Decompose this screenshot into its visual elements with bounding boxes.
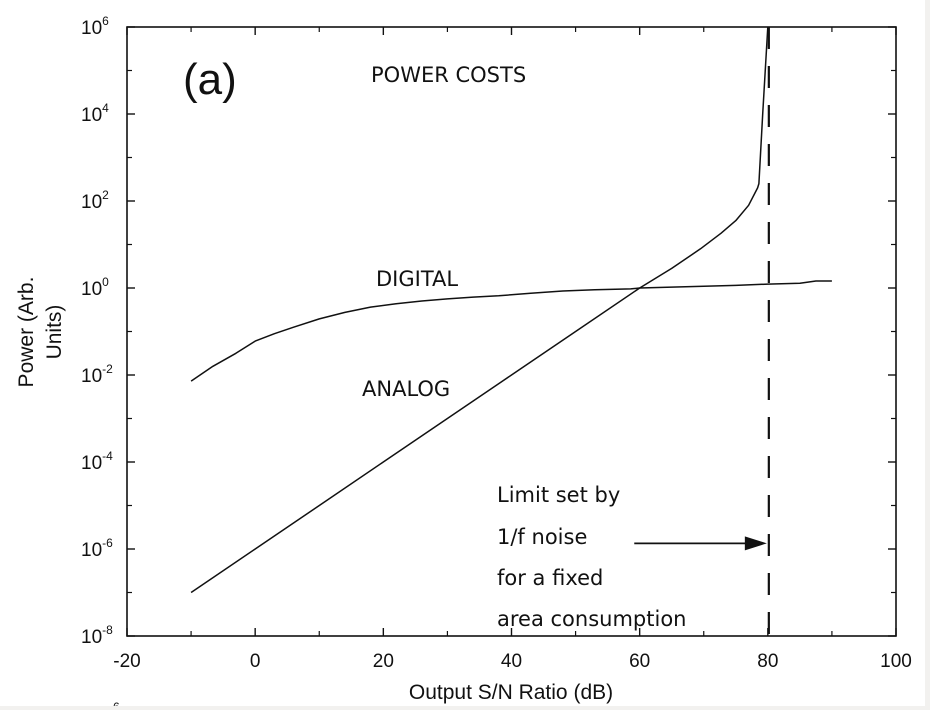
x-axis-title: Output S/N Ratio (dB)	[409, 681, 613, 704]
annotation-line-3: for a fixed	[497, 566, 603, 590]
clipped-fragment: 6	[113, 700, 120, 706]
y-axis-title-line-1: Power (Arb.	[15, 277, 38, 388]
series-line-digital	[190, 280, 832, 382]
chart-title: POWER COSTS	[371, 63, 526, 87]
y-axis-title-line-2: Units)	[43, 305, 66, 360]
annotation-arrow	[634, 536, 767, 551]
x-tick-label: 20	[373, 651, 394, 672]
series-layer	[190, 26, 832, 594]
x-tick-label: 0	[250, 651, 261, 672]
series-line-analog	[190, 26, 769, 594]
y-tick-label: 10-8	[81, 623, 113, 648]
analog-curve-label: ANALOG	[362, 377, 450, 401]
annotation-line-2: 1/f noise	[497, 525, 587, 549]
y-axis-title: Power (Arb. Units)	[15, 277, 66, 388]
x-tick-label: 80	[757, 651, 778, 672]
x-tick-label: -20	[113, 651, 140, 672]
panel-label: (a)	[183, 55, 237, 104]
y-tick-label: 10-4	[81, 449, 113, 474]
y-tick-label: 10-6	[81, 536, 113, 561]
x-tick-label: 40	[501, 651, 522, 672]
x-tick-label: 60	[629, 651, 650, 672]
y-tick-label: 106	[81, 14, 109, 39]
y-tick-label: 100	[81, 275, 109, 300]
limit-annotation: Limit set by 1/f noise for a fixed area …	[497, 483, 686, 631]
y-tick-label: 104	[81, 101, 109, 126]
annotation-line-4: area consumption	[497, 607, 686, 631]
axis-tick-labels: -20 0 20 40 60 80 100 106 104 102 100 10-2 10-4 10-6 1…	[81, 14, 912, 672]
y-tick-label: 102	[81, 188, 109, 213]
arrow-head	[744, 536, 767, 551]
digital-curve-label: DIGITAL	[376, 267, 458, 291]
y-tick-label: 10-2	[81, 362, 113, 387]
x-tick-label: 100	[880, 651, 912, 672]
annotation-line-1: Limit set by	[497, 483, 620, 507]
